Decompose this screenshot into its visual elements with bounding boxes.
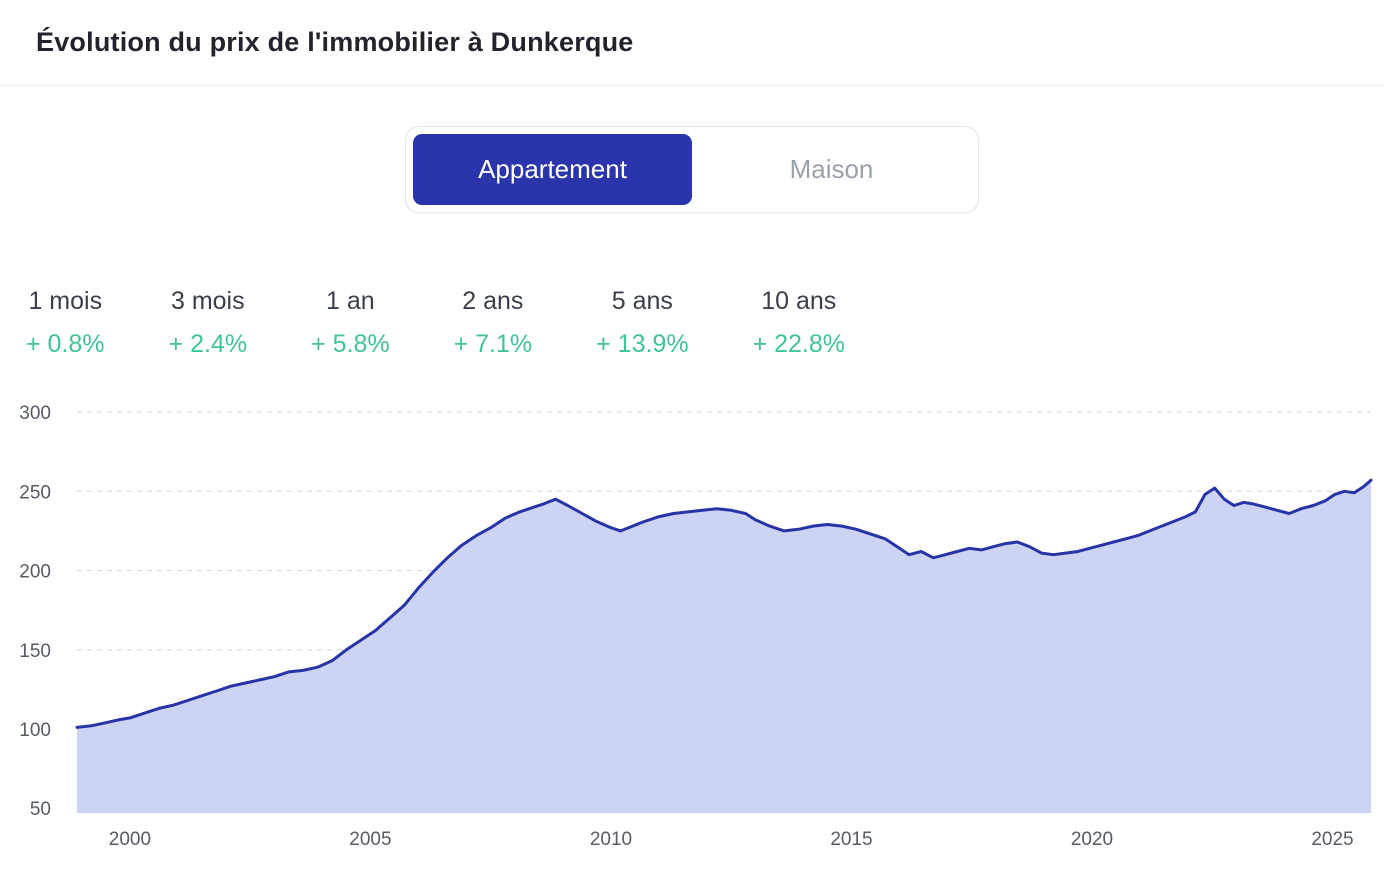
stat-value: + 5.8%: [311, 330, 390, 358]
price-area-chart: 300 250 200 150 100 50 2000 2005 2010 2015 2020 202…: [19, 403, 1373, 850]
page-title: Évolution du prix de l'immobilier à Dunk…: [36, 27, 634, 57]
stat-10-ans: 10 ans + 22.8%: [753, 287, 845, 359]
stat-label: 3 mois: [170, 287, 245, 315]
area-fill: [77, 480, 1371, 813]
stat-5-ans: 5 ans + 13.9%: [596, 287, 688, 359]
stat-label: 5 ans: [611, 287, 673, 315]
y-axis-label: 200: [19, 562, 51, 583]
toggle-maison[interactable]: Maison: [692, 134, 971, 205]
stat-3-mois: 3 mois + 2.4%: [169, 287, 248, 359]
price-line: [75, 478, 1373, 729]
stat-label: 1 mois: [28, 287, 103, 315]
y-axis-label: 250: [19, 482, 51, 503]
stat-label: 1 an: [325, 287, 375, 315]
y-axis-label: 100: [19, 720, 51, 741]
stat-value: + 7.1%: [453, 330, 533, 358]
x-axis-label: 2025: [1311, 829, 1353, 850]
y-axis-label: 50: [30, 799, 51, 820]
stat-label: 2 ans: [462, 287, 524, 315]
price-evolution-stats: 1 mois + 0.8% 3 mois + 2.4% 1 an + 5.8% …: [26, 287, 1384, 359]
toggle-appartement[interactable]: Appartement: [413, 134, 692, 205]
x-axis-label: 2020: [1071, 829, 1113, 850]
x-axis-label: 2015: [830, 829, 872, 850]
y-axis-label: 150: [19, 641, 51, 662]
x-axis-label: 2005: [349, 829, 391, 850]
stat-label: 10 ans: [761, 287, 837, 315]
stat-value: + 2.4%: [168, 330, 248, 358]
stat-1-an: 1 an + 5.8%: [311, 287, 390, 359]
property-type-toggle-row: Appartement Maison: [0, 126, 1384, 213]
stat-value: + 13.9%: [596, 330, 689, 358]
price-chart-container: 300 250 200 150 100 50 2000 2005 2010 2015 2020 202…: [0, 393, 1384, 860]
x-axis-label: 2010: [590, 829, 632, 850]
y-axis-label: 300: [19, 403, 51, 424]
stat-1-mois: 1 mois + 0.8%: [26, 287, 105, 359]
stat-value: + 22.8%: [752, 330, 845, 358]
stat-2-ans: 2 ans + 7.1%: [454, 287, 533, 359]
stat-value: + 0.8%: [26, 330, 105, 358]
x-axis-label: 2000: [109, 829, 151, 850]
property-type-toggle: Appartement Maison: [405, 126, 979, 213]
page-header: Évolution du prix de l'immobilier à Dunk…: [0, 0, 1384, 86]
